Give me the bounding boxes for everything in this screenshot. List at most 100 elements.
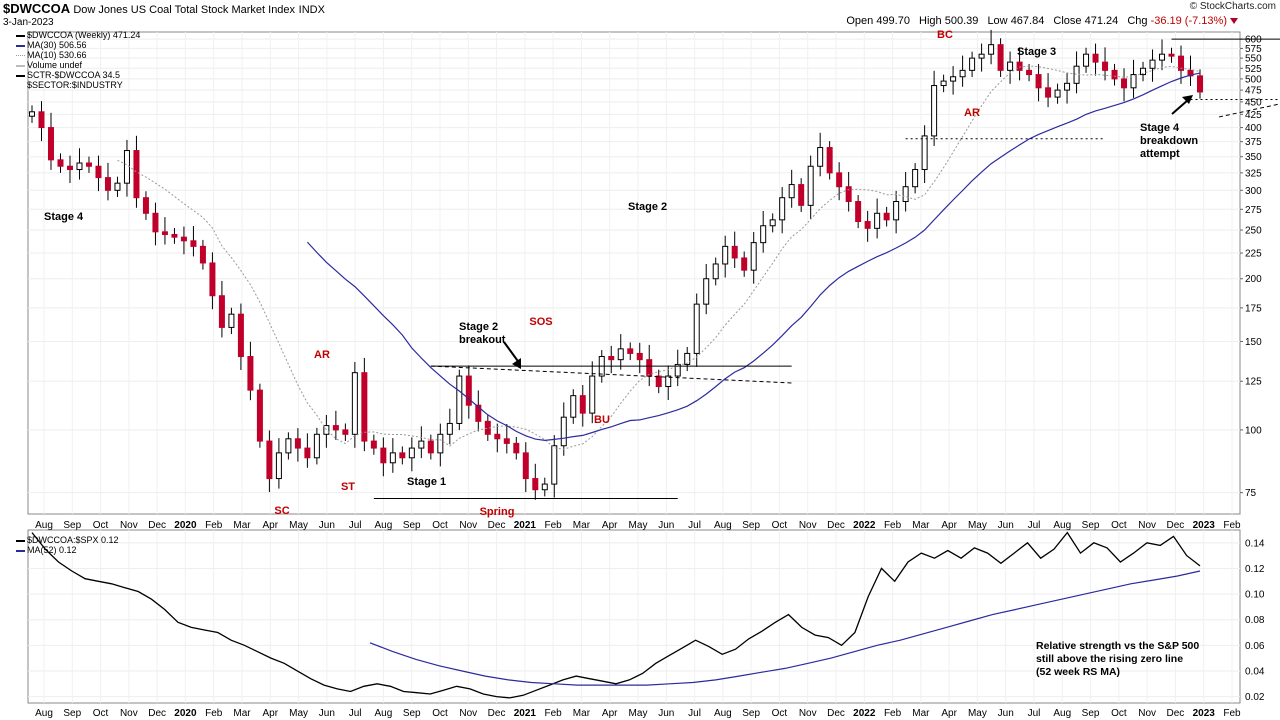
candle bbox=[788, 184, 795, 199]
candle bbox=[1083, 53, 1090, 67]
candle bbox=[997, 44, 1004, 71]
candle bbox=[380, 447, 387, 464]
rs-x-tick-label: Aug bbox=[714, 708, 732, 719]
candle bbox=[1140, 67, 1147, 76]
rs-x-tick-label: Jun bbox=[319, 708, 335, 719]
price-panel bbox=[27, 31, 1241, 515]
candle bbox=[608, 356, 615, 361]
x-tick-label: May bbox=[289, 520, 308, 531]
rs-x-tick-label: 2023 bbox=[1193, 708, 1216, 719]
candle bbox=[874, 212, 881, 229]
x-tick-label: Dec bbox=[488, 520, 506, 531]
candle bbox=[532, 478, 539, 491]
y-tick-label: 125 bbox=[1245, 377, 1262, 388]
candle bbox=[437, 433, 444, 454]
annotation-bc: BC bbox=[937, 29, 953, 41]
candle bbox=[199, 245, 206, 264]
candle bbox=[1197, 75, 1203, 93]
legend-volume: Volume undef bbox=[16, 60, 140, 70]
candle bbox=[959, 69, 966, 78]
candle bbox=[399, 452, 406, 459]
candle bbox=[494, 433, 501, 440]
candle bbox=[1102, 61, 1109, 71]
breakdown-label: Stage 4 bbox=[1140, 122, 1180, 134]
candle bbox=[190, 240, 197, 247]
candle bbox=[1092, 53, 1099, 63]
rs-x-tick-label: Sep bbox=[742, 708, 760, 719]
y-tick-label: 400 bbox=[1245, 123, 1262, 134]
candle bbox=[883, 212, 890, 221]
candle bbox=[988, 44, 995, 55]
ma10-line bbox=[117, 65, 1201, 450]
candle bbox=[361, 372, 368, 442]
candle bbox=[332, 425, 339, 431]
candle bbox=[475, 404, 482, 422]
legend-sector: $SECTOR:$INDUSTRY bbox=[27, 80, 123, 90]
candle bbox=[1130, 74, 1137, 89]
candle bbox=[665, 375, 672, 388]
candle bbox=[66, 165, 73, 171]
rs-x-tick-label: Feb bbox=[1223, 708, 1241, 719]
x-tick-label: May bbox=[968, 520, 987, 531]
x-tick-label: Oct bbox=[432, 520, 448, 531]
x-tick-label: Jul bbox=[1028, 520, 1041, 531]
legend-ma30: MA(30) 506.56 bbox=[16, 40, 140, 50]
candle bbox=[779, 197, 786, 221]
annotation-ar: AR bbox=[964, 107, 980, 119]
candle bbox=[161, 231, 168, 235]
rs-note: Relative strength vs the S&P 500 bbox=[1036, 640, 1199, 652]
rs-panel bbox=[27, 529, 1241, 704]
index-name: Dow Jones US Coal Total Stock Market Ind… bbox=[73, 4, 296, 16]
candle bbox=[931, 85, 938, 137]
rs-x-tick-label: Dec bbox=[488, 708, 506, 719]
rs-y-tick-label: 0.06 bbox=[1245, 641, 1265, 652]
candle bbox=[1159, 53, 1166, 61]
breakout-label: Stage 2 bbox=[459, 321, 498, 333]
candle bbox=[304, 447, 311, 459]
x-tick-label: Jun bbox=[658, 520, 674, 531]
x-tick-label: Feb bbox=[205, 520, 223, 531]
x-tick-label: Mar bbox=[912, 520, 930, 531]
x-tick-label: 2023 bbox=[1193, 520, 1216, 531]
stage-label: Stage 4 bbox=[44, 211, 84, 223]
candle bbox=[579, 395, 586, 414]
rs-line bbox=[31, 531, 1201, 699]
rs-x-tick-label: Oct bbox=[772, 708, 788, 719]
x-tick-label: Feb bbox=[1223, 520, 1241, 531]
x-tick-label: Feb bbox=[884, 520, 902, 531]
rs-x-tick-label: Jul bbox=[349, 708, 362, 719]
candle bbox=[646, 359, 653, 377]
open-label: Open bbox=[846, 15, 874, 27]
low-label: Low bbox=[987, 15, 1008, 27]
close-value: 471.24 bbox=[1084, 15, 1119, 27]
brand[interactable]: © StockCharts.com bbox=[1189, 1, 1276, 12]
x-tick-label: Apr bbox=[941, 520, 957, 531]
rs-x-tick-label: 2022 bbox=[853, 708, 876, 719]
candle bbox=[636, 352, 643, 361]
rs-x-tick-label: Sep bbox=[1082, 708, 1100, 719]
rs-x-tick-label: Aug bbox=[375, 708, 393, 719]
rs-x-tick-label: Dec bbox=[827, 708, 845, 719]
rs-x-tick-label: Aug bbox=[35, 708, 53, 719]
rs-y-tick-label: 0.04 bbox=[1245, 666, 1265, 677]
rs-x-tick-label: May bbox=[968, 708, 987, 719]
x-tick-label: Aug bbox=[375, 520, 393, 531]
annotation-bu: BU bbox=[594, 414, 610, 426]
candle bbox=[114, 182, 121, 191]
candle bbox=[76, 162, 83, 171]
breakout-label: breakout bbox=[459, 334, 506, 346]
candle bbox=[370, 440, 377, 449]
chart-header: $DWCCOA Dow Jones US Coal Total Stock Ma… bbox=[3, 1, 325, 16]
candle bbox=[1007, 61, 1014, 71]
candle bbox=[237, 313, 244, 358]
annotation-sos: SOS bbox=[529, 316, 552, 328]
rs-x-tick-label: Aug bbox=[1053, 708, 1071, 719]
wedge-line bbox=[1218, 103, 1280, 118]
y-tick-label: 425 bbox=[1245, 110, 1262, 121]
x-tick-label: Aug bbox=[714, 520, 732, 531]
y-tick-label: 550 bbox=[1245, 54, 1262, 65]
trendline bbox=[430, 365, 792, 384]
candle bbox=[741, 257, 748, 271]
candle bbox=[722, 245, 729, 265]
y-tick-label: 525 bbox=[1245, 64, 1262, 75]
